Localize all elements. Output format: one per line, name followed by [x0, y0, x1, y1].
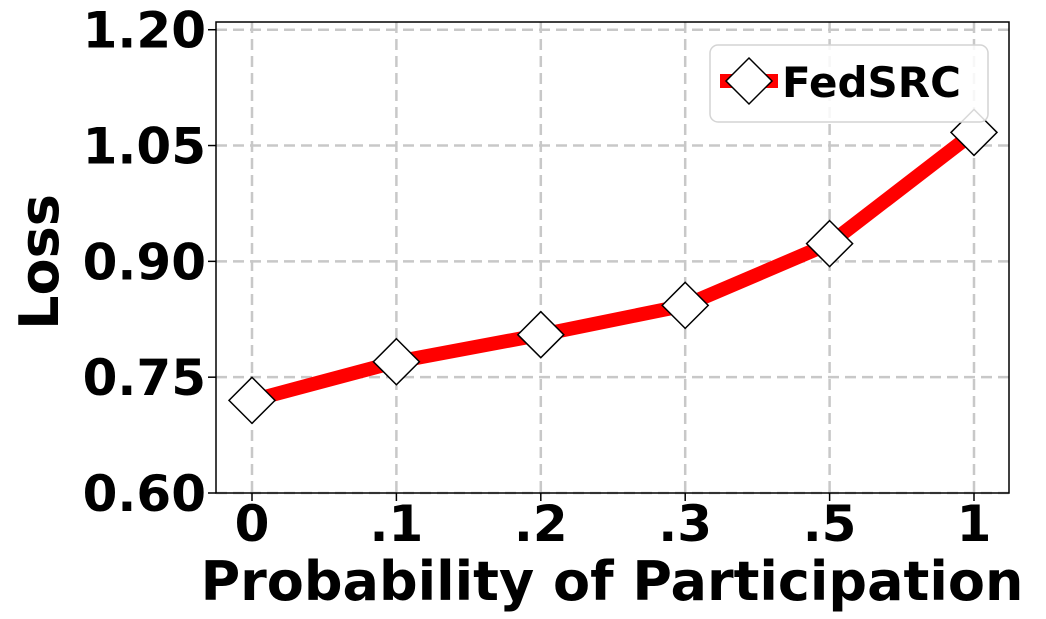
y-tick-label: 0.60 [83, 465, 206, 523]
y-tick-label: 1.05 [83, 118, 206, 176]
data-point-marker [227, 376, 277, 425]
x-axis-label: Probability of Participation [201, 550, 1024, 613]
series-line [250, 126, 979, 408]
x-tick-label: 1 [957, 495, 992, 553]
x-tick-label: .2 [514, 495, 568, 553]
series-group [227, 108, 999, 425]
legend-box [709, 44, 989, 123]
x-axis: 0 .1 .2 .3 .5 1 [235, 493, 992, 553]
x-tick-label: 0 [235, 495, 270, 553]
plot-frame [215, 21, 1010, 494]
x-tick-label: .5 [803, 495, 857, 553]
data-point-marker [661, 281, 710, 330]
legend-marker-swatch [724, 56, 774, 106]
data-point-marker [805, 219, 854, 268]
legend-label: FedSRC [782, 58, 961, 107]
y-tick-label: 0.75 [83, 349, 206, 407]
y-axis: 0.60 0.75 0.90 1.05 1.20 [83, 2, 216, 523]
x-tick-label: .3 [658, 495, 712, 553]
x-tick-label: .1 [370, 495, 424, 553]
data-point-marker [516, 310, 565, 359]
y-tick-label: 1.20 [83, 2, 206, 60]
legend: FedSRC [709, 44, 989, 123]
y-axis-label: Loss [8, 194, 71, 330]
data-point-marker [372, 337, 421, 386]
y-tick-label: 0.90 [83, 233, 206, 291]
